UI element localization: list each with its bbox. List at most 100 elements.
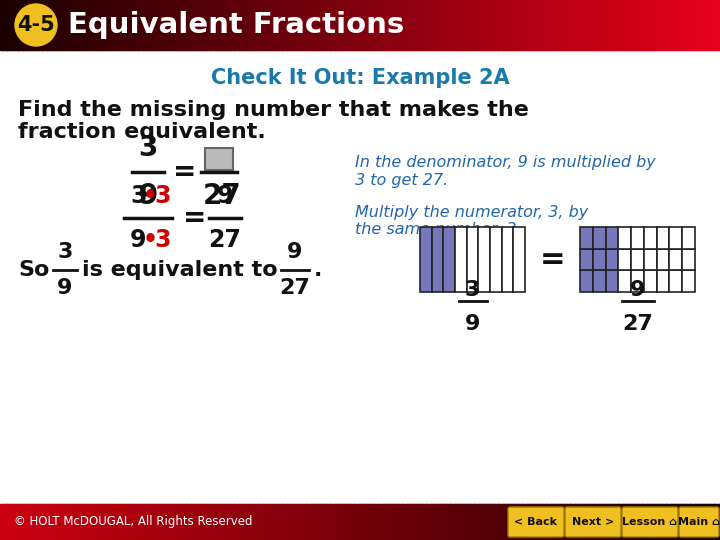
Bar (513, 0, 517, 50)
Bar (670, 0, 673, 50)
Bar (619, 0, 623, 50)
Text: 9: 9 (217, 184, 233, 208)
Bar (403, 0, 407, 50)
Bar (405, 504, 409, 540)
Bar (130, 0, 133, 50)
Bar (338, 504, 342, 540)
Bar (182, 0, 186, 50)
Bar (441, 504, 445, 540)
Bar (626, 504, 630, 540)
Bar (274, 504, 277, 540)
Text: Main ⌂: Main ⌂ (678, 517, 720, 527)
Bar (317, 0, 320, 50)
Bar (127, 504, 130, 540)
Bar (708, 0, 711, 50)
Bar (482, 0, 486, 50)
Bar (682, 504, 685, 540)
Bar (605, 504, 608, 540)
Bar (156, 0, 159, 50)
Text: 9: 9 (58, 278, 73, 298)
Bar (257, 504, 260, 540)
Bar (182, 504, 186, 540)
Bar (156, 504, 159, 540)
Bar (468, 0, 472, 50)
Bar (415, 0, 418, 50)
Bar (202, 504, 205, 540)
Bar (600, 504, 603, 540)
Bar (394, 504, 397, 540)
Bar (434, 504, 438, 540)
Bar (643, 504, 647, 540)
Bar (233, 504, 236, 540)
Bar (207, 504, 210, 540)
Bar (624, 0, 627, 50)
Bar (466, 0, 469, 50)
Bar (401, 0, 404, 50)
Bar (245, 504, 248, 540)
Bar (384, 0, 387, 50)
Text: 9: 9 (130, 228, 146, 252)
Bar (576, 504, 580, 540)
Bar (166, 0, 169, 50)
Bar (502, 504, 505, 540)
Bar (36, 504, 40, 540)
Bar (120, 0, 123, 50)
Bar (581, 0, 584, 50)
Bar (199, 504, 202, 540)
Bar (204, 504, 207, 540)
Bar (300, 0, 303, 50)
Bar (168, 504, 171, 540)
Bar (235, 504, 238, 540)
Bar (588, 504, 591, 540)
Bar (139, 504, 143, 540)
Bar (430, 504, 433, 540)
Text: is equivalent to: is equivalent to (82, 260, 278, 280)
Bar (137, 504, 140, 540)
Bar (261, 0, 265, 50)
Bar (108, 0, 112, 50)
Bar (463, 504, 467, 540)
Bar (315, 504, 318, 540)
Bar (444, 0, 447, 50)
Bar (607, 504, 611, 540)
Bar (218, 504, 222, 540)
Bar (7, 504, 11, 540)
Bar (610, 0, 613, 50)
Bar (571, 504, 575, 540)
Bar (225, 0, 229, 50)
Bar (454, 0, 457, 50)
Bar (444, 227, 455, 292)
Bar (470, 0, 474, 50)
Bar (461, 504, 464, 540)
Bar (598, 0, 601, 50)
Bar (554, 504, 558, 540)
Bar (146, 504, 150, 540)
Text: 3 to get 27.: 3 to get 27. (355, 172, 448, 187)
Bar (497, 0, 500, 50)
Bar (24, 0, 27, 50)
Bar (382, 504, 385, 540)
Text: 3: 3 (154, 228, 171, 252)
Bar (631, 248, 644, 271)
Bar (238, 504, 241, 540)
Bar (216, 0, 220, 50)
Bar (502, 227, 513, 292)
Bar (31, 504, 35, 540)
Bar (58, 0, 61, 50)
Bar (504, 0, 508, 50)
Bar (495, 504, 498, 540)
Bar (94, 504, 97, 540)
Text: 3: 3 (465, 280, 480, 300)
Bar (276, 0, 279, 50)
Bar (91, 504, 94, 540)
Bar (269, 504, 272, 540)
Bar (324, 504, 328, 540)
Bar (122, 504, 126, 540)
Bar (108, 504, 112, 540)
Bar (689, 504, 692, 540)
Bar (432, 0, 436, 50)
Bar (360, 0, 364, 50)
Bar (48, 504, 51, 540)
Bar (279, 504, 282, 540)
Bar (125, 0, 128, 50)
